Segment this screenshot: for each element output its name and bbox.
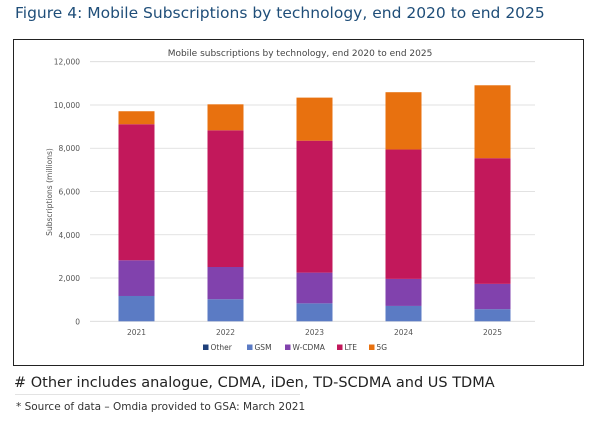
legend-item-lte: LTE	[337, 343, 357, 352]
legend-label: Other	[211, 343, 233, 352]
bar-segment-lte-2023	[296, 140, 333, 273]
bar-segment-5g-2023	[296, 97, 333, 141]
legend-item-gsm: GSM	[247, 343, 272, 352]
y-tick-label: 2,000	[59, 274, 81, 283]
y-tick-label: 8,000	[59, 144, 81, 153]
bar-segment-gsm-2022	[207, 299, 244, 322]
y-axis-label: Subscriptions (millions)	[45, 148, 54, 236]
y-tick-label: 4,000	[59, 231, 81, 240]
legend-item-5g: 5G	[369, 343, 387, 352]
bar-segment-5g-2022	[207, 104, 244, 131]
bar-segment-lte-2025	[474, 158, 511, 284]
legend-swatch	[203, 344, 209, 350]
legend-label: GSM	[255, 343, 272, 352]
legend-item-other: Other	[203, 343, 233, 352]
bar-segment-5g-2024	[385, 92, 422, 150]
chart-title: Mobile subscriptions by technology, end …	[168, 49, 433, 59]
legend-swatch	[285, 344, 291, 350]
legend-swatch	[337, 344, 343, 350]
x-tick-label: 2022	[216, 328, 235, 337]
bar-segment-5g-2021	[118, 111, 155, 125]
y-tick-label: 12,000	[54, 58, 80, 67]
bar-segment-w-cdma-2023	[296, 272, 333, 304]
bar-segment-gsm-2024	[385, 305, 422, 322]
bar-segment-gsm-2021	[118, 295, 155, 322]
legend-item-w-cdma: W-CDMA	[285, 343, 326, 352]
footnote-divider	[15, 394, 300, 395]
bar-segment-lte-2022	[207, 130, 244, 268]
bar-segment-w-cdma-2025	[474, 283, 511, 310]
bar-segment-gsm-2023	[296, 303, 333, 322]
bar-segment-lte-2021	[118, 124, 155, 261]
source-note: * Source of data – Omdia provided to GSA…	[16, 401, 306, 413]
bar-segment-w-cdma-2024	[385, 278, 422, 306]
y-tick-label: 0	[75, 317, 80, 326]
bar-segment-w-cdma-2021	[118, 260, 155, 296]
legend-label: W-CDMA	[293, 343, 326, 352]
legend-label: LTE	[345, 343, 358, 352]
footnote-other: # Other includes analogue, CDMA, iDen, T…	[14, 375, 495, 391]
bar-segment-gsm-2025	[474, 309, 511, 322]
x-tick-label: 2023	[305, 328, 324, 337]
x-tick-label: 2021	[127, 328, 146, 337]
x-tick-label: 2024	[394, 328, 413, 337]
y-tick-label: 6,000	[59, 188, 81, 197]
legend-label: 5G	[377, 343, 388, 352]
bar-segment-5g-2025	[474, 85, 511, 159]
x-tick-label: 2025	[483, 328, 502, 337]
legend-swatch	[247, 344, 253, 350]
bar-segment-w-cdma-2022	[207, 267, 244, 300]
figure-title: Figure 4: Mobile Subscriptions by techno…	[15, 4, 545, 22]
bar-segment-lte-2024	[385, 149, 422, 279]
y-tick-label: 10,000	[54, 101, 80, 110]
legend-swatch	[369, 344, 375, 350]
